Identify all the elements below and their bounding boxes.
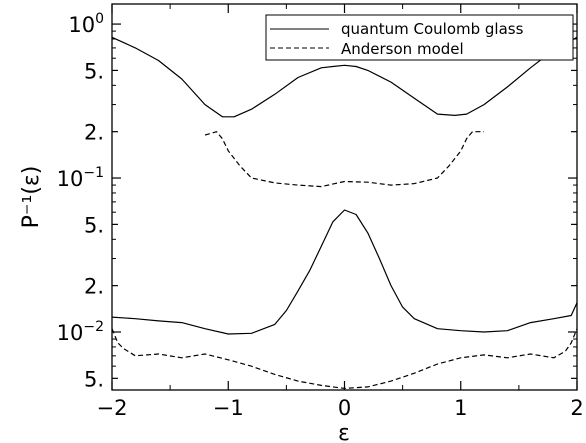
- anderson-model-line-lower: [111, 328, 578, 389]
- y-tick-label: 5.: [84, 367, 104, 391]
- legend-label-coulomb: quantum Coulomb glass: [341, 20, 524, 38]
- legend: quantum Coulomb glass Anderson model: [265, 14, 574, 61]
- legend-label-anderson: Anderson model: [341, 40, 464, 58]
- y-tick-label: 2.: [84, 275, 104, 299]
- tick-labels: −2 −1 0 1 2 100 5. 2. 10−1 5. 2. 10−2 5.: [57, 11, 584, 420]
- y-tick-label: 10−1: [57, 165, 104, 191]
- x-tick-label: 2: [570, 396, 583, 420]
- y-axis-label: P⁻¹(ε): [19, 166, 44, 229]
- legend-box: [265, 14, 574, 61]
- x-axis-label: ε: [338, 421, 350, 443]
- y-tick-label: 2.: [84, 121, 104, 145]
- y-tick-label: 100: [68, 11, 104, 37]
- coulomb-glass-line-upper: [111, 36, 578, 118]
- x-tick-label: 0: [338, 396, 351, 420]
- axis-ticks: [111, 4, 578, 390]
- y-tick-label: 5.: [84, 213, 104, 237]
- plot-frame: [111, 3, 578, 391]
- coulomb-glass-line-lower: [111, 209, 578, 335]
- anderson-model-line-upper: [204, 131, 484, 188]
- series-lines: [111, 36, 578, 389]
- y-tick-label: 5.: [84, 59, 104, 83]
- y-tick-label: 10−2: [57, 319, 104, 345]
- x-tick-label: −2: [97, 396, 128, 420]
- x-tick-label: 1: [454, 396, 467, 420]
- x-tick-label: −1: [213, 396, 244, 420]
